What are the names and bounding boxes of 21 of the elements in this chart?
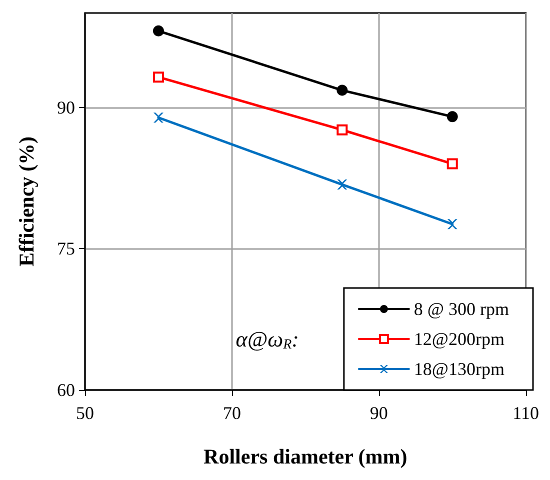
point [447,219,458,230]
x-tick-label: 50 [76,403,94,423]
legend-label: 12@200rpm [414,329,505,349]
x-tick-label: 70 [222,403,241,423]
point [336,124,348,136]
x-tick-label: 110 [512,403,540,423]
point [152,25,164,36]
point [446,158,458,170]
legend-label: 8 @ 300 rpm [414,299,510,319]
point [153,112,164,123]
y-tick-label: 90 [57,97,75,118]
legend-label: 18@130rpm [414,359,505,379]
point [152,72,164,83]
point [337,180,348,190]
x-tick-label: 90 [370,403,388,423]
y-tick-label: 75 [57,238,75,259]
y-tick-label: 60 [57,380,75,400]
x-axis-title: Rollers diameter (mm) [204,444,408,468]
point [446,111,458,122]
y-axis-title: Efficiency (%) [14,136,38,267]
point [336,84,348,96]
